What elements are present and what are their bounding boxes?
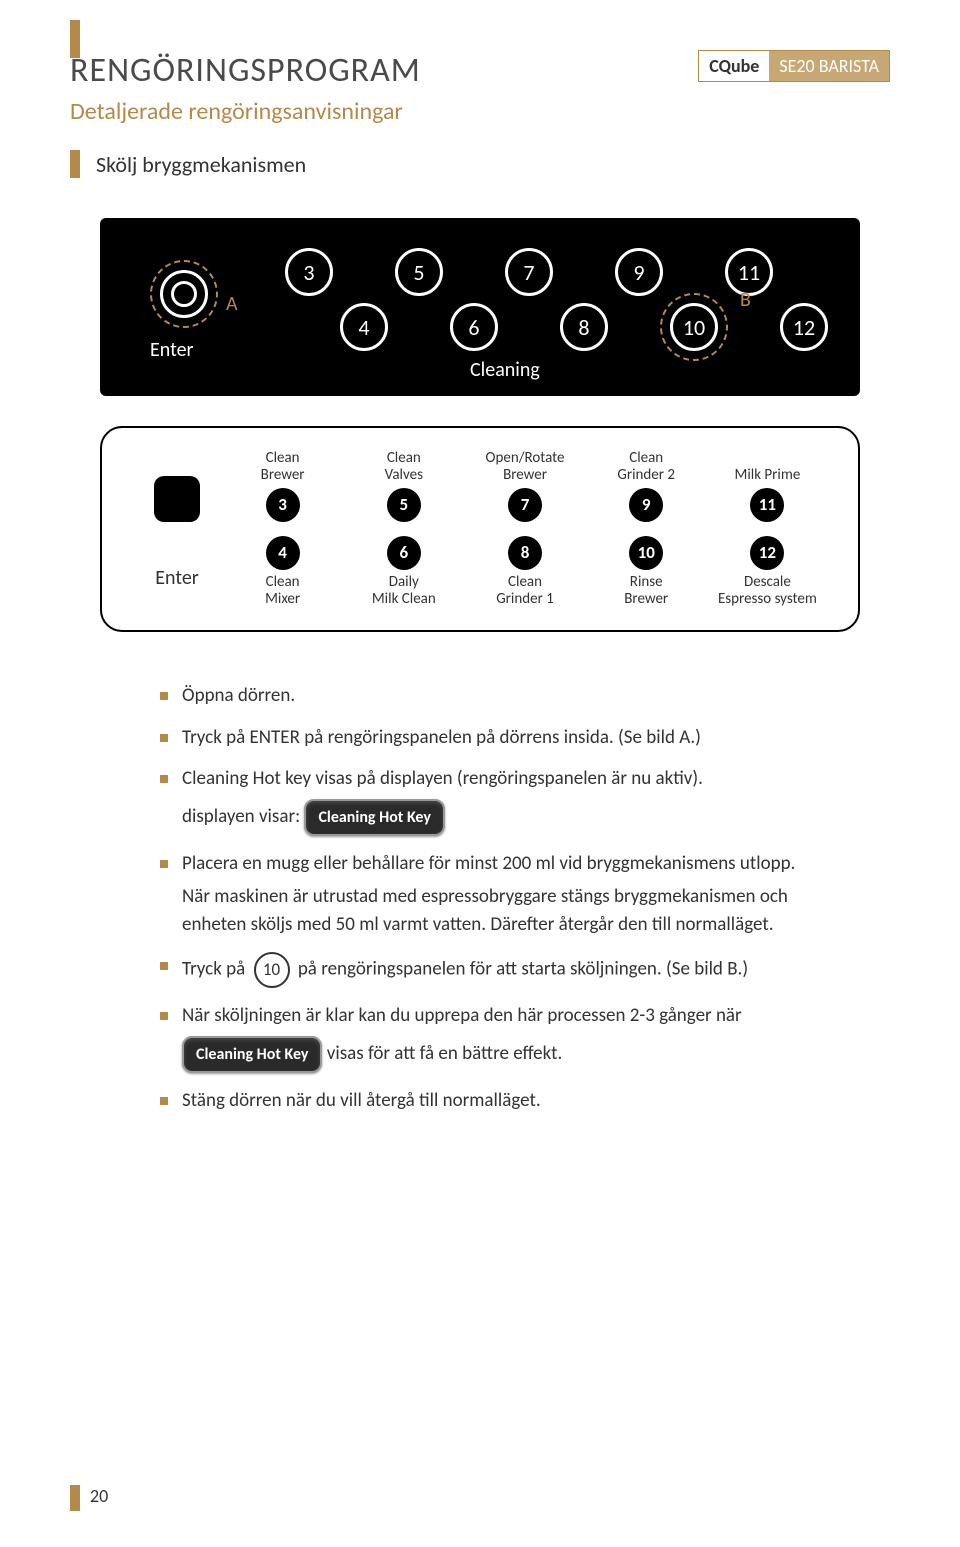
- node-4: 4: [340, 303, 388, 351]
- node-9: 9: [615, 248, 663, 296]
- instruction-step: När sköljningen är klar kan du upprepa d…: [160, 1002, 830, 1073]
- badge-brand: CQube: [699, 51, 769, 81]
- node-12: 12: [780, 303, 828, 351]
- instruction-step: Öppna dörren.: [160, 682, 830, 710]
- instruction-step: Cleaning Hot key visas på displayen (ren…: [160, 765, 830, 836]
- node-8: 8: [560, 303, 608, 351]
- node-7: 7: [505, 248, 553, 296]
- page-subtitle: Detaljerade rengöringsanvisningar: [70, 97, 890, 126]
- node-5: 5: [395, 248, 443, 296]
- diagram-cleaning-label: Cleaning: [470, 358, 540, 382]
- footer-accent: [70, 1485, 80, 1511]
- section-title: Skölj bryggmekanismen: [96, 151, 306, 178]
- instruction-step: Tryck på ENTER på rengöringspanelen på d…: [160, 724, 830, 752]
- menu-item-9: Clean Grinder 2 9: [586, 446, 707, 522]
- instruction-step: Stäng dörren när du vill återgå till nor…: [160, 1087, 830, 1115]
- menu-item-12: 12 Descale Espresso system: [707, 536, 828, 612]
- display-pill: Cleaning Hot Key: [304, 799, 444, 836]
- menu-item-7: Open/Rotate Brewer 7: [464, 446, 585, 522]
- instruction-step: Tryck på 10 på rengöringspanelen för att…: [160, 952, 830, 988]
- page-number: 20: [90, 1485, 108, 1507]
- menu-item-4: 4 Clean Mixer: [222, 536, 343, 612]
- product-badge: CQube SE20 BARISTA: [698, 50, 890, 82]
- menu-enter-label: Enter: [132, 566, 222, 590]
- header-accent: [70, 20, 80, 58]
- badge-model: SE20 BARISTA: [769, 51, 889, 81]
- panel-diagram: A 3 5 7 9 11 4 6 8 10 B 12 Enter Cleanin…: [100, 218, 860, 396]
- button-ref-10: 10: [254, 952, 290, 988]
- node-10: 10: [670, 303, 718, 351]
- menu-panel: Clean Brewer 3 Clean Valves 5 Open/Rotat…: [100, 426, 860, 632]
- label-a: A: [226, 292, 238, 316]
- display-pill: Cleaning Hot Key: [182, 1036, 322, 1073]
- node-6: 6: [450, 303, 498, 351]
- menu-item-10: 10 Rinse Brewer: [586, 536, 707, 612]
- page-title: RENGÖRINGSPROGRAM: [70, 50, 421, 91]
- node-3: 3: [285, 248, 333, 296]
- instruction-step: Placera en mugg eller behållare för mins…: [160, 850, 830, 939]
- diagram-enter-label: Enter: [150, 338, 194, 362]
- enter-node: [160, 270, 208, 318]
- instruction-list: Öppna dörren. Tryck på ENTER på rengörin…: [160, 682, 830, 1115]
- menu-item-6: 6 Daily Milk Clean: [343, 536, 464, 612]
- enter-button-icon: [154, 476, 200, 522]
- menu-item-3: Clean Brewer 3: [222, 446, 343, 522]
- menu-item-5: Clean Valves 5: [343, 446, 464, 522]
- menu-item-11: Milk Prime 11: [707, 446, 828, 522]
- label-b: B: [740, 288, 751, 312]
- section-accent: [70, 150, 80, 178]
- menu-item-8: 8 Clean Grinder 1: [464, 536, 585, 612]
